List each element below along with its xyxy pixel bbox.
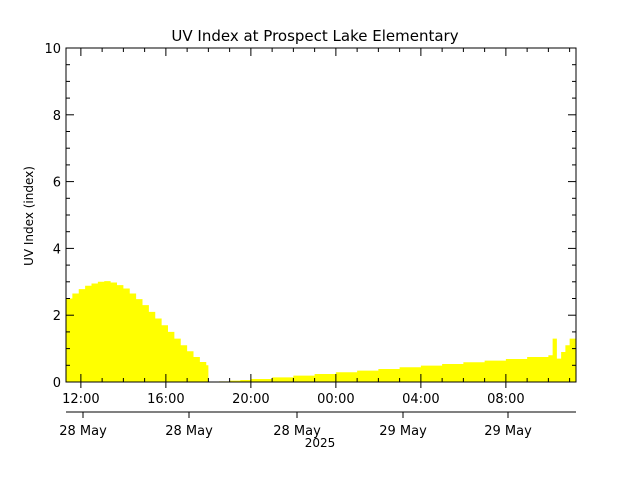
y-tick-label: 0 (53, 376, 61, 391)
x-date-label: 28 May (59, 424, 107, 439)
x-tick-label: 08:00 (487, 392, 524, 407)
x-date-label: 28 May (273, 424, 321, 439)
uv-area-layer (66, 281, 576, 382)
y-tick-label: 8 (53, 109, 61, 124)
uv-area-series-0 (66, 281, 576, 382)
x-date-label: 29 May (379, 424, 427, 439)
x-tick-label: 20:00 (232, 392, 269, 407)
y-tick-label: 4 (53, 242, 61, 257)
chart-title: UV Index at Prospect Lake Elementary (171, 27, 458, 45)
x-tick-label: 12:00 (62, 392, 99, 407)
y-axis-label: UV Index (index) (22, 166, 36, 266)
x-tick-label: 16:00 (147, 392, 184, 407)
y-tick-label: 2 (53, 309, 61, 324)
x-date-label: 29 May (484, 424, 532, 439)
x-tick-label: 00:00 (317, 392, 354, 407)
x-tick-label: 04:00 (402, 392, 439, 407)
y-tick-label: 6 (53, 176, 61, 191)
axes: 0 2 4 6 8 10 12:00 16:00 20:00 00:00 04:00 08:00 28 … (44, 42, 577, 439)
x-year-label: 2025 (305, 436, 336, 450)
y-tick-label: 10 (44, 42, 61, 57)
x-date-label: 28 May (165, 424, 213, 439)
